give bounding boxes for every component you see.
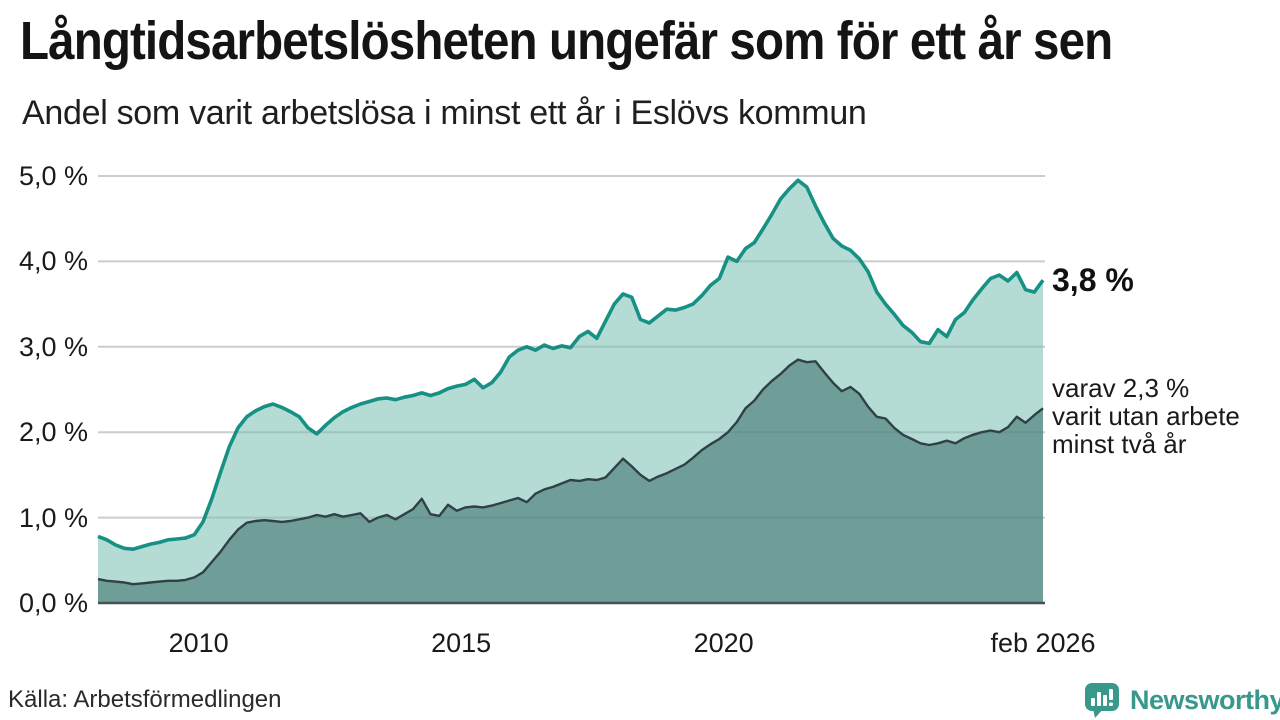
x-tick-label: feb 2026	[990, 628, 1096, 658]
x-tick-label: 2020	[693, 628, 754, 658]
y-tick-label: 0,0 %	[18, 588, 88, 618]
total-line	[97, 178, 1045, 551]
subset-line	[97, 358, 1044, 586]
page-title: Långtidsarbetslösheten ungefär som för e…	[20, 11, 1113, 71]
latest-total-annotation: 3,8 %	[1052, 262, 1134, 298]
subset-annotation: varav 2,3 % varit utan arbete minst två …	[1052, 374, 1240, 458]
y-tick-label: 4,0 %	[18, 246, 88, 277]
newsworthy-icon	[1085, 683, 1119, 718]
source-caption: Källa: Arbetsförmedlingen	[8, 686, 282, 713]
y-tick-label: 5,0 %	[18, 161, 88, 191]
newsworthy-wordmark: Newsworthy	[1130, 685, 1280, 715]
chart-subtitle: Andel som varit arbetslösa i minst ett å…	[22, 94, 867, 132]
subset-annotation-line: minst två år	[1052, 429, 1187, 459]
y-tick-label: 2,0 %	[18, 417, 88, 448]
y-tick-label: 1,0 %	[18, 502, 88, 533]
newsworthy-logo[interactable]: Newsworthy	[1084, 682, 1280, 719]
x-tick-label: 2010	[168, 628, 229, 658]
subset-annotation-line: varav 2,3 %	[1052, 373, 1190, 403]
subset-annotation-line: varit utan arbete	[1052, 401, 1240, 431]
y-tick-label: 3,0 %	[18, 331, 88, 362]
subset-area-fill	[98, 359, 1043, 603]
x-tick-label: 2015	[431, 628, 492, 658]
